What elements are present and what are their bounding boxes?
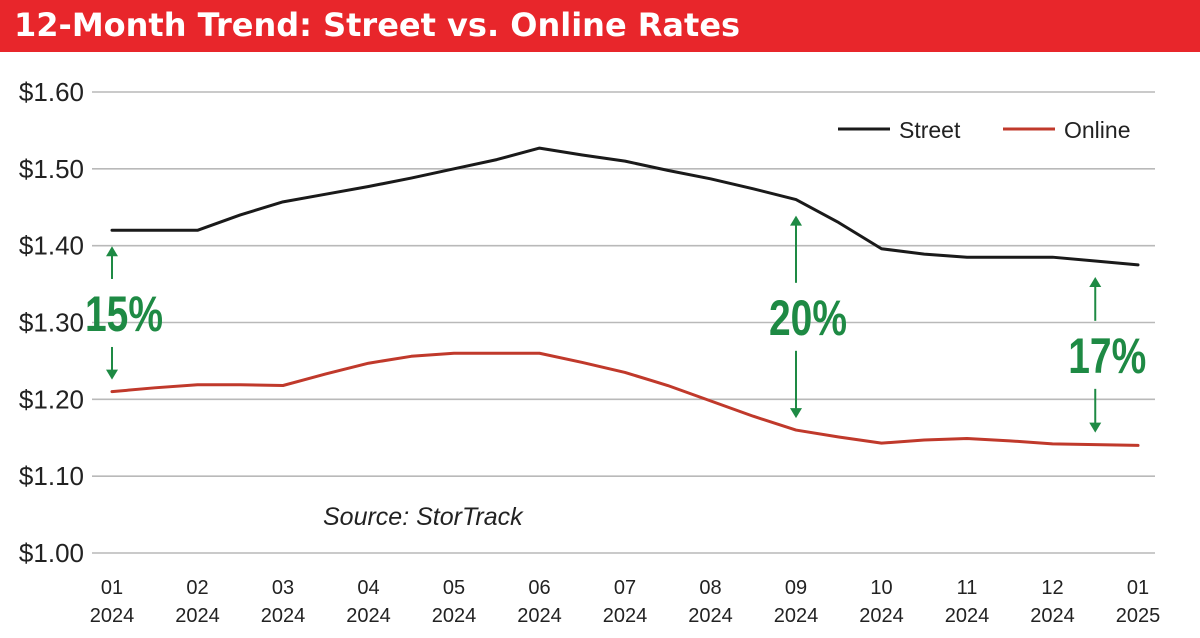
x-tick-label-7: 08 2024 [688,577,733,627]
x-tick-label-12: 01 2025 [1116,577,1161,627]
annotation-0: 15% [85,246,163,380]
x-tick-year-8: 2024 [774,605,819,627]
x-tick-year-2: 2024 [261,605,306,627]
x-tick-month-2: 03 [272,577,294,599]
annotation-1: 20% [769,215,847,419]
x-tick-year-5: 2024 [517,605,562,627]
x-tick-month-3: 04 [357,577,379,599]
x-tick-label-9: 10 2024 [859,577,904,627]
series-line-street [110,146,1140,267]
x-tick-label-10: 11 2024 [945,577,990,627]
annotation-label-0: 15% [85,286,163,342]
x-tick-label-3: 04 2024 [346,577,391,627]
x-tick-month-8: 09 [785,577,807,599]
x-tick-year-6: 2024 [603,605,648,627]
x-tick-month-0: 01 [101,577,123,599]
annotation-arrowhead-down-1 [790,408,802,419]
x-tick-year-7: 2024 [688,605,733,627]
x-tick-label-6: 07 2024 [603,577,648,627]
annotation-arrowhead-up-2 [1089,277,1102,288]
annotation-2: 17% [1068,277,1146,433]
annotation-arrowhead-down-0 [106,369,118,380]
x-tick-year-11: 2024 [1030,605,1075,627]
x-tick-label-0: 01 2024 [90,577,135,627]
x-tick-month-5: 06 [528,577,550,599]
x-tick-month-9: 10 [870,577,892,599]
x-tick-month-11: 12 [1041,577,1063,599]
x-tick-month-1: 02 [186,577,208,599]
x-tick-year-3: 2024 [346,605,391,627]
x-tick-month-4: 05 [443,577,465,599]
y-tick-label-5: $1.10 [19,461,84,491]
annotation-label-1: 20% [769,290,847,346]
y-tick-label-2: $1.40 [19,231,84,261]
x-tick-year-10: 2024 [945,605,990,627]
x-tick-year-4: 2024 [432,605,477,627]
x-tick-label-4: 05 2024 [432,577,477,627]
source-note: Source: StorTrack [323,503,524,531]
x-tick-label-2: 03 2024 [261,577,306,627]
y-axis-ticks: $1.60 $1.50 $1.40 $1.30 $1.20 $1.10 $1.00 [19,77,84,568]
x-tick-month-6: 07 [614,577,636,599]
x-axis-ticks: 01 2024 02 2024 03 2024 04 2024 05 2024 06 2024 07 20… [90,577,1161,627]
x-tick-month-10: 11 [957,577,978,599]
annotation-arrowhead-up-1 [790,215,802,226]
x-tick-year-12: 2025 [1116,605,1161,627]
legend-label-online: Online [1064,117,1130,143]
gridlines [92,91,1155,554]
series-lines [110,146,1140,447]
chart-title: 12-Month Trend: Street vs. Online Rates [14,6,741,44]
legend-label-street: Street [899,117,961,143]
x-tick-label-1: 02 2024 [175,577,220,627]
x-tick-month-7: 08 [699,577,721,599]
x-tick-label-5: 06 2024 [517,577,562,627]
y-tick-label-0: $1.60 [19,77,84,107]
x-tick-year-0: 2024 [90,605,135,627]
x-tick-label-11: 12 2024 [1030,577,1075,627]
title-bar: 12-Month Trend: Street vs. Online Rates [0,0,1200,52]
y-tick-label-1: $1.50 [19,154,84,184]
annotation-arrowhead-up-0 [106,246,118,257]
annotation-arrowhead-down-2 [1089,422,1102,433]
y-tick-label-4: $1.20 [19,384,84,414]
x-tick-label-8: 09 2024 [774,577,819,627]
series-line-online [110,351,1140,447]
x-tick-year-1: 2024 [175,605,220,627]
y-tick-label-3: $1.30 [19,308,84,338]
legend: Street Online [838,117,1130,143]
x-tick-year-9: 2024 [859,605,904,627]
y-tick-label-6: $1.00 [19,538,84,568]
annotation-label-2: 17% [1068,328,1146,384]
difference-annotations: 15% 20% 17% [85,215,1146,433]
x-tick-month-12: 01 [1127,577,1149,599]
